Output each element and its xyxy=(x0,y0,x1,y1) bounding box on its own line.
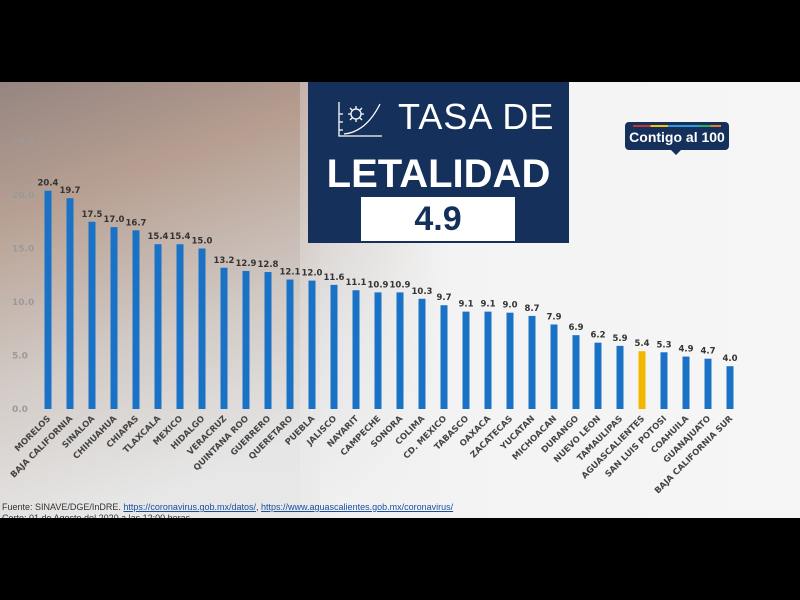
data-label: 10.3 xyxy=(412,287,433,297)
data-label: 11.1 xyxy=(346,278,367,288)
national-rate-value: 4.9 xyxy=(361,197,515,241)
data-label: 6.9 xyxy=(568,323,583,333)
data-label: 11.6 xyxy=(324,273,345,283)
y-tick-label: 25.0 xyxy=(12,138,34,148)
data-label: 5.9 xyxy=(612,334,627,344)
y-tick-label: 5.0 xyxy=(12,352,28,362)
y-tick-label: 0.0 xyxy=(12,405,28,415)
source-prefix: Fuente: SINAVE/DGE/InDRE. xyxy=(2,502,121,512)
title-line-2: LETALIDAD xyxy=(326,152,551,196)
data-label: 19.7 xyxy=(60,186,81,196)
bar xyxy=(352,290,360,409)
data-label: 8.7 xyxy=(524,304,539,314)
bar xyxy=(418,298,426,409)
source-note: Fuente: SINAVE/DGE/InDRE. https://corona… xyxy=(2,502,453,512)
bar xyxy=(110,227,118,409)
bar xyxy=(176,244,184,409)
data-label: 5.3 xyxy=(656,340,671,350)
title-panel: TASA DE LETALIDAD 4.9 xyxy=(308,82,569,243)
data-label: 17.0 xyxy=(104,215,125,225)
bar xyxy=(132,230,140,409)
bar xyxy=(726,366,734,409)
bar xyxy=(330,284,338,409)
data-label: 4.0 xyxy=(722,354,737,364)
bar xyxy=(264,272,272,409)
letterbox-top xyxy=(0,0,800,82)
y-tick-label: 20.0 xyxy=(12,191,34,201)
data-label: 9.1 xyxy=(458,300,473,310)
source-separator: , xyxy=(255,502,259,512)
data-label: 4.9 xyxy=(678,345,693,355)
bar xyxy=(198,248,206,409)
bar xyxy=(286,279,294,409)
bar xyxy=(308,280,316,409)
bar xyxy=(484,311,492,409)
letterbox-bottom xyxy=(0,518,800,600)
bar xyxy=(550,324,558,409)
data-label: 9.7 xyxy=(436,293,451,303)
data-label: 12.0 xyxy=(302,269,323,279)
data-label: 7.9 xyxy=(546,312,561,322)
bar xyxy=(440,305,448,409)
bar xyxy=(594,342,602,409)
bar xyxy=(374,292,382,409)
epidemic-curve-icon xyxy=(338,102,382,137)
y-tick-label: 15.0 xyxy=(12,245,34,255)
source-link-coronavirus[interactable]: https://coronavirus.gob.mx/datos/ xyxy=(123,502,256,512)
data-label: 16.7 xyxy=(126,218,147,228)
bar xyxy=(88,221,96,409)
data-label: 10.9 xyxy=(368,280,389,290)
bar xyxy=(154,244,162,409)
data-label: 15.4 xyxy=(148,232,169,242)
data-label: 5.4 xyxy=(634,339,649,349)
bar xyxy=(506,312,514,409)
logo-text: Contigo al 100 xyxy=(629,129,725,145)
bar xyxy=(660,352,668,409)
title-line-1: TASA DE xyxy=(398,96,555,137)
y-tick-label: 10.0 xyxy=(12,298,34,308)
bar xyxy=(682,356,690,409)
source-link-aguascalientes[interactable]: https://www.aguascalientes.gob.mx/corona… xyxy=(261,502,454,512)
bar xyxy=(616,345,624,409)
data-label: 4.7 xyxy=(700,347,715,357)
data-label: 10.9 xyxy=(390,280,411,290)
bar xyxy=(66,198,74,409)
contigo-al-100-logo: Contigo al 100 xyxy=(625,122,729,155)
data-label: 20.4 xyxy=(38,179,59,189)
data-label: 12.9 xyxy=(236,259,257,269)
bar xyxy=(44,190,52,409)
bar xyxy=(638,351,646,409)
bar xyxy=(220,267,228,409)
data-label: 12.8 xyxy=(258,260,279,270)
data-label: 13.2 xyxy=(214,256,235,266)
bar xyxy=(462,311,470,409)
data-label: 15.0 xyxy=(192,237,213,247)
bar xyxy=(242,270,250,409)
data-label: 6.2 xyxy=(590,331,605,341)
data-label: 9.0 xyxy=(502,301,517,311)
bar xyxy=(572,335,580,409)
bar xyxy=(528,315,536,409)
data-label: 17.5 xyxy=(82,210,103,220)
data-label: 15.4 xyxy=(170,232,191,242)
bar xyxy=(704,358,712,409)
data-label: 12.1 xyxy=(280,268,301,278)
bar xyxy=(396,292,404,409)
cutoff-note: Corte: 01 de Agosto del 2020 a las 12:00… xyxy=(2,513,191,518)
data-label: 9.1 xyxy=(480,300,495,310)
